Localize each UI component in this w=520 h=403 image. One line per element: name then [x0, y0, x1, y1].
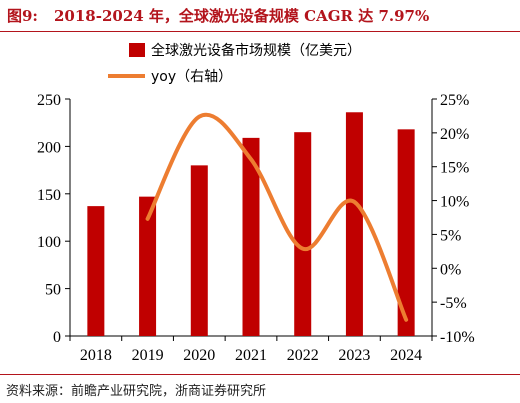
left-axis-tick-label: 50 [45, 282, 61, 299]
left-axis-tick-label: 150 [37, 187, 61, 204]
right-axis-tick-label: 25% [440, 92, 469, 109]
x-axis-tick-label: 2020 [183, 347, 215, 364]
bar [190, 165, 208, 336]
x-axis-tick-label: 2018 [80, 347, 112, 364]
x-axis-tick-label: 2019 [132, 347, 164, 364]
right-axis-tick-label: -10% [440, 329, 475, 346]
bar [345, 112, 363, 336]
bar [294, 132, 312, 336]
right-axis-tick-label: 10% [440, 194, 469, 211]
bar-series [87, 112, 415, 336]
chart-axes: 0 50 100 150 200 250 -10% -5% 0% 5% 10% 15% 20% 25% 20… [37, 92, 475, 364]
right-axis-tick-label: 15% [440, 160, 469, 177]
chart: 0 50 100 150 200 250 -10% -5% 0% 5% 10% 15% 20% 25% 20… [37, 42, 475, 364]
bar [397, 129, 415, 336]
bar [87, 206, 105, 336]
source-note: 资料来源：前瞻产业研究院，浙商证券研究所 [6, 384, 267, 399]
left-axis-tick-label: 0 [53, 329, 61, 346]
right-axis-tick-label: -5% [440, 295, 467, 312]
right-axis-tick-label: 20% [440, 126, 469, 143]
yoy-line [145, 112, 409, 322]
legend: 全球激光设备市场规模（亿美元） yoy（右轴） [108, 42, 361, 85]
left-axis-tick-label: 250 [37, 92, 61, 109]
figure-number: 图9: [7, 7, 38, 25]
line-series [145, 112, 409, 322]
legend-label-bar: 全球激光设备市场规模（亿美元） [151, 42, 361, 59]
x-axis-tick-label: 2023 [338, 347, 370, 364]
figure-title-text: 2018-2024 年，全球激光设备规模 CAGR 达 7.97% [53, 7, 430, 25]
x-axis-tick-label: 2024 [390, 347, 422, 364]
x-axis-tick-label: 2021 [235, 347, 267, 364]
legend-label-line: yoy（右轴） [151, 69, 232, 85]
right-axis-tick-label: 5% [440, 227, 461, 244]
x-axis-tick-label: 2022 [287, 347, 319, 364]
figure-title: 图9: 2018-2024 年，全球激光设备规模 CAGR 达 7.97% [7, 5, 429, 26]
source-divider [0, 374, 520, 375]
legend-swatch-bar [129, 43, 145, 57]
bar [139, 196, 157, 336]
right-axis-tick-label: 0% [440, 261, 461, 278]
bar [242, 137, 260, 336]
left-axis-tick-label: 100 [37, 234, 61, 251]
title-divider [0, 31, 520, 32]
left-axis-tick-label: 200 [37, 139, 61, 156]
